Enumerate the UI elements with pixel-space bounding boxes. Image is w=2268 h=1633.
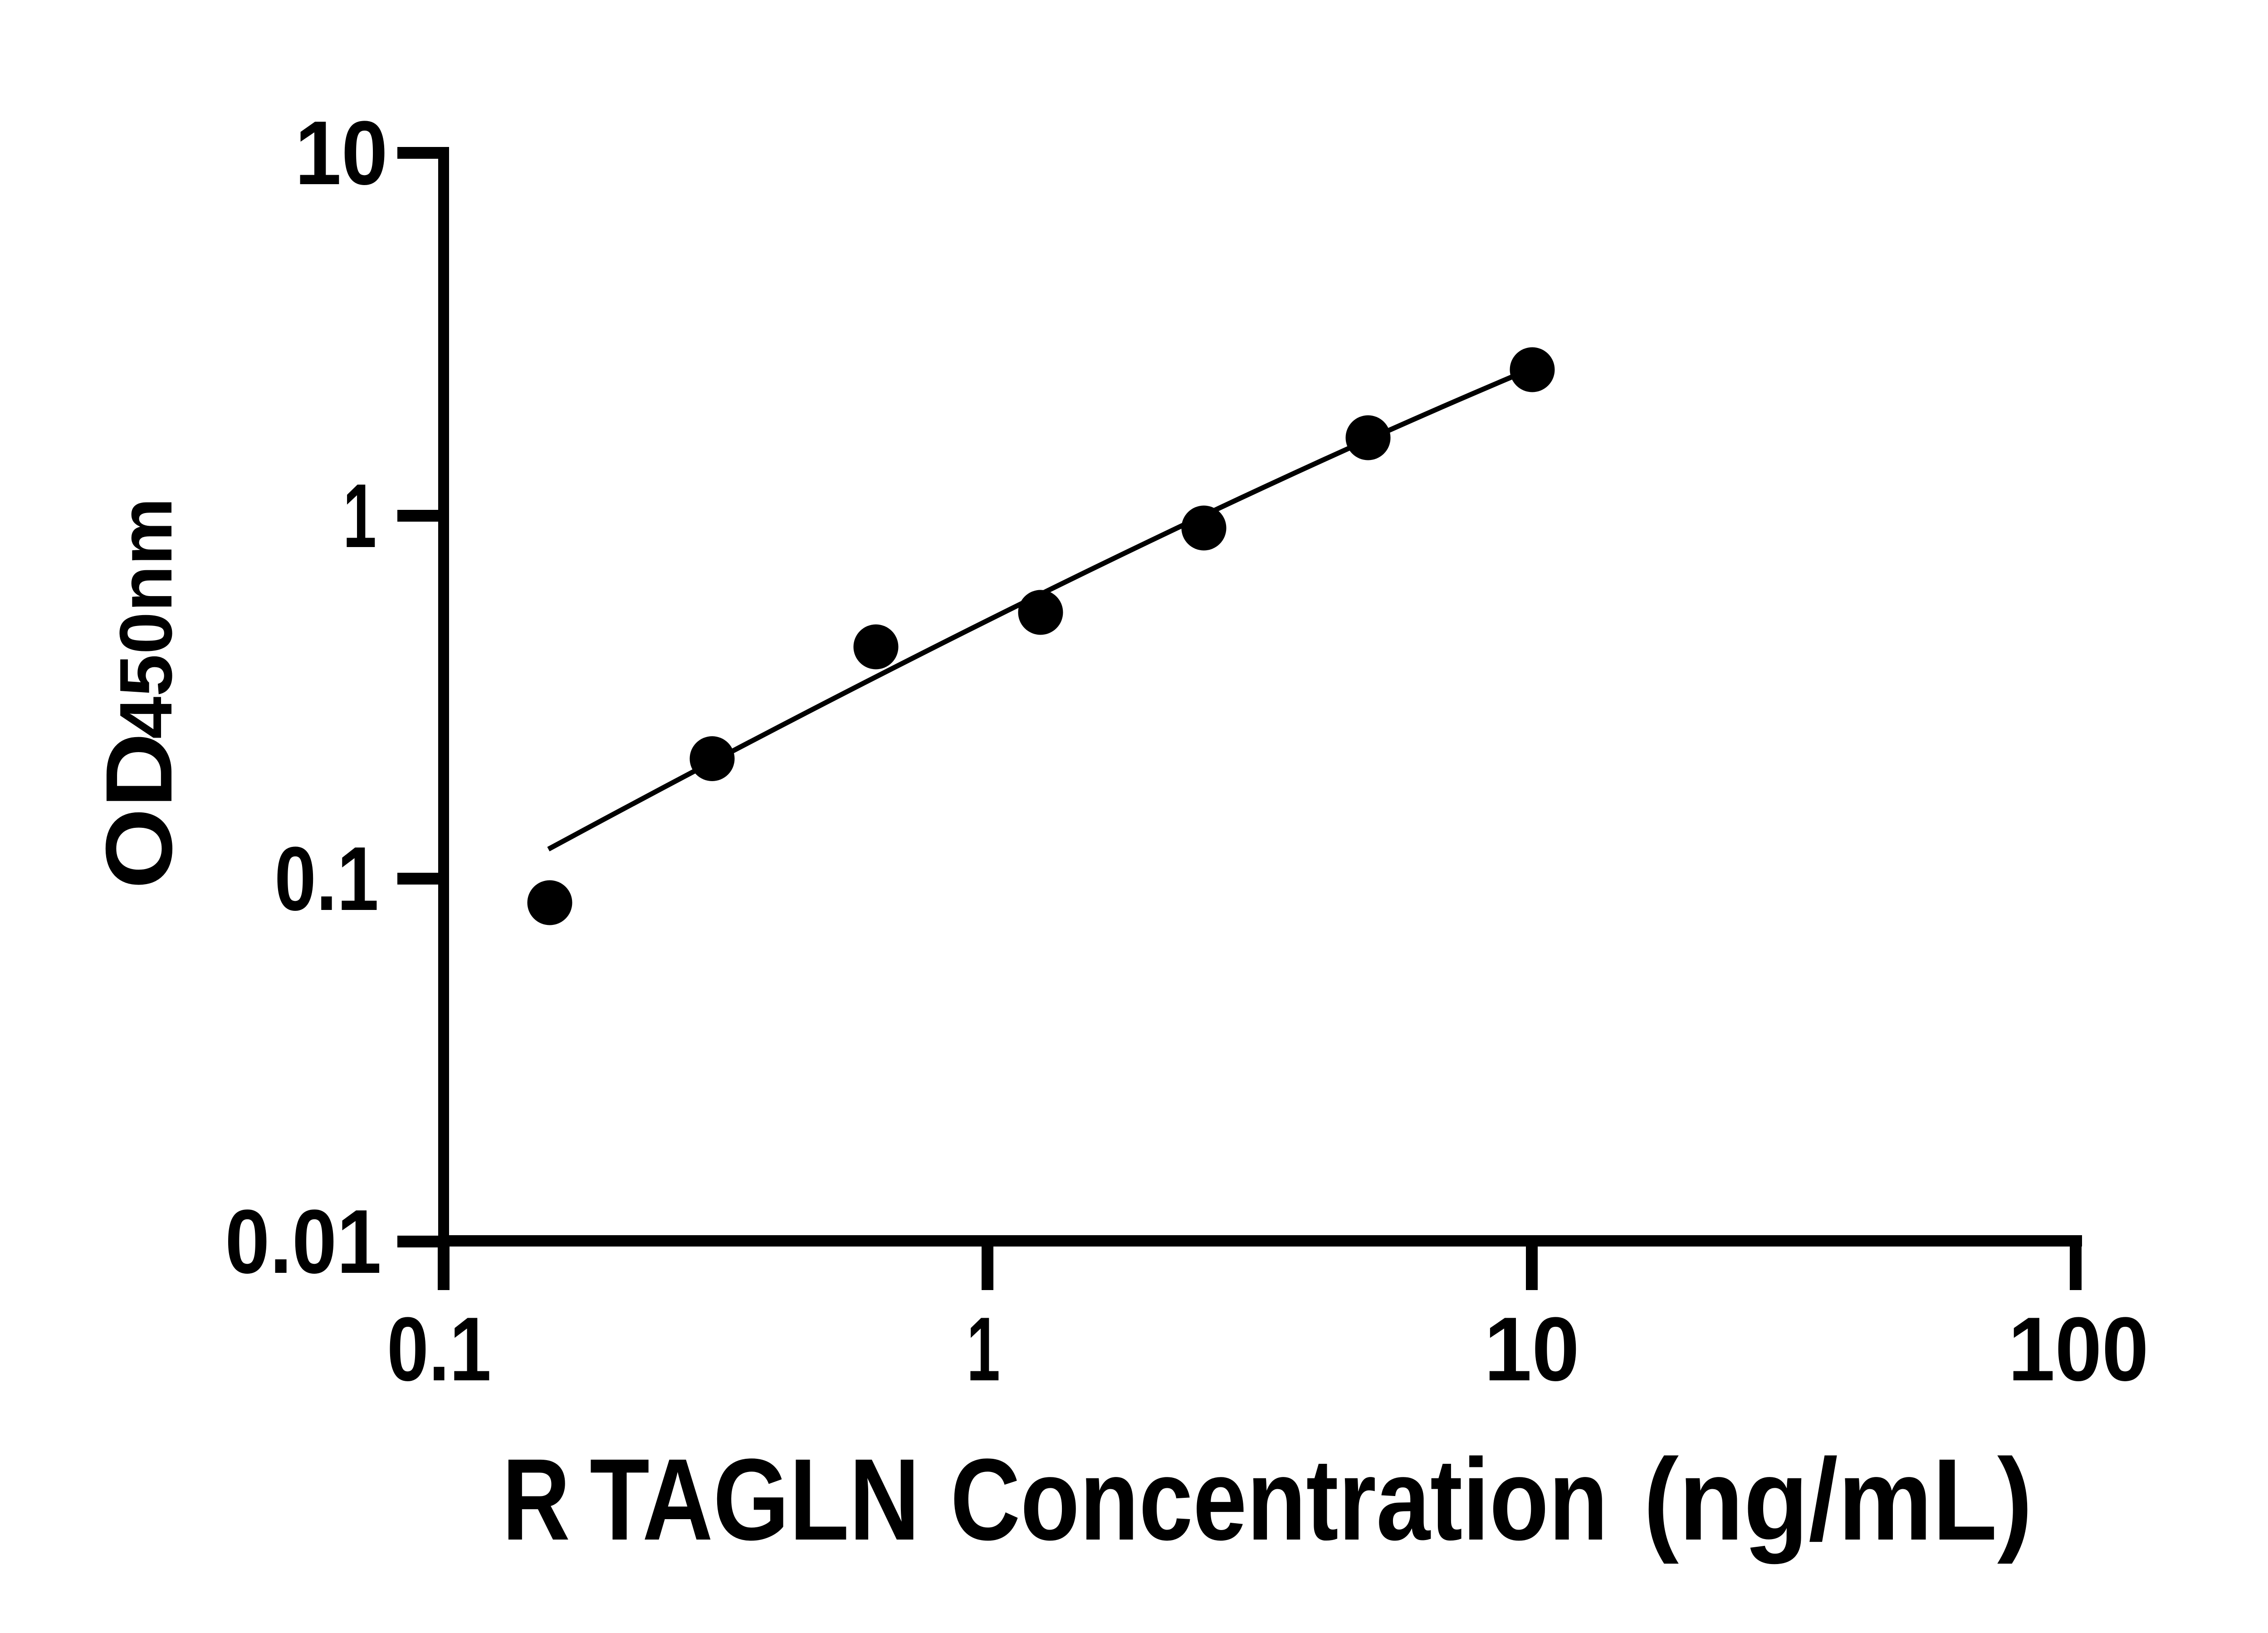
- svg-text:Concentration: Concentration: [950, 1435, 1608, 1565]
- svg-text:OD: OD: [87, 733, 192, 889]
- svg-text:450nm: 450nm: [104, 498, 187, 739]
- svg-text:100: 100: [2008, 1299, 2149, 1400]
- svg-text:0.01: 0.01: [225, 1191, 381, 1292]
- svg-text:(ng/mL): (ng/mL): [1643, 1435, 2033, 1565]
- svg-text:0.1: 0.1: [274, 828, 379, 929]
- svg-text:10: 10: [295, 103, 388, 204]
- svg-text:10: 10: [1484, 1299, 1579, 1400]
- svg-text:R: R: [502, 1435, 570, 1565]
- svg-text:TAGLN: TAGLN: [590, 1435, 920, 1565]
- svg-text:0.1: 0.1: [387, 1299, 491, 1400]
- svg-text:1: 1: [967, 1299, 1000, 1400]
- svg-text:1: 1: [343, 465, 376, 567]
